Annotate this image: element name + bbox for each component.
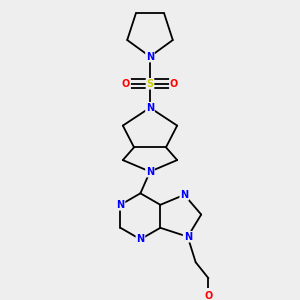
Text: O: O	[170, 79, 178, 89]
Text: O: O	[122, 79, 130, 89]
Text: N: N	[136, 234, 145, 244]
Text: N: N	[146, 52, 154, 61]
Text: N: N	[146, 103, 154, 113]
Text: O: O	[204, 291, 213, 300]
Text: N: N	[146, 167, 154, 177]
Text: N: N	[180, 190, 188, 200]
Text: N: N	[116, 200, 124, 210]
Text: S: S	[146, 79, 154, 89]
Text: N: N	[184, 232, 192, 242]
